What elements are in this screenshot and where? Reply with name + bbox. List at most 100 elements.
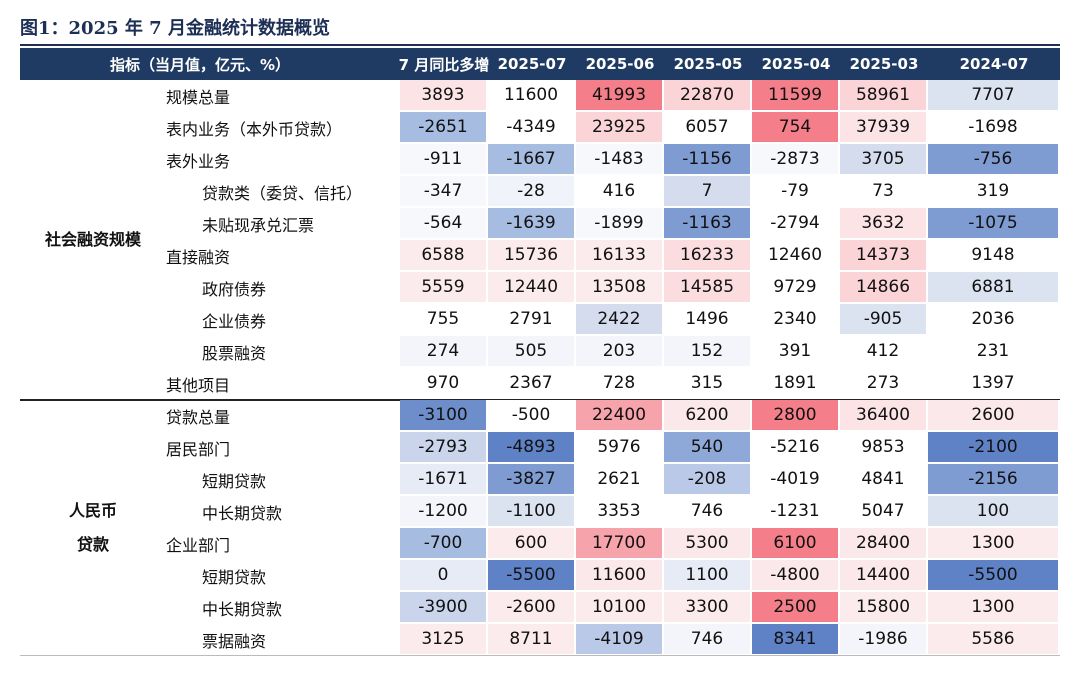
figure-title: 图1：2025 年 7 月金融统计数据概览 bbox=[20, 18, 330, 39]
row-label: 居民部门 bbox=[166, 440, 231, 459]
table-cell: 58961 bbox=[840, 80, 928, 112]
table-row: 规模总量 3893 11600 41993 22870 11599 58961 7707 bbox=[20, 80, 1060, 112]
table-cell: -347 bbox=[400, 176, 488, 208]
table-cell: 5976 bbox=[576, 432, 664, 464]
table-cell: 22400 bbox=[576, 400, 664, 432]
header-col-1: 7 月同比多增 bbox=[398, 55, 490, 74]
group-label-line: 社会融资规模 bbox=[44, 230, 141, 249]
table-cell: 3893 bbox=[400, 80, 488, 112]
table-cell: 10100 bbox=[576, 592, 664, 624]
header-col-7: 2024-07 bbox=[959, 55, 1029, 73]
table-cell: 2800 bbox=[752, 400, 840, 432]
table-cell: 203 bbox=[576, 336, 664, 368]
table-row: 其他项目 970 2367 728 315 1891 273 1397 bbox=[20, 368, 1060, 400]
table-row: 股票融资 274 505 203 152 391 412 231 bbox=[20, 336, 1060, 368]
table-cell: 12440 bbox=[488, 272, 576, 304]
table-cell: 540 bbox=[664, 432, 752, 464]
table-cell: 15800 bbox=[840, 592, 928, 624]
row-label: 表内业务（本外币贷款） bbox=[166, 120, 343, 139]
table-cell: 6100 bbox=[752, 528, 840, 560]
table-cell: 3705 bbox=[840, 144, 928, 176]
row-label: 未贴现承兑汇票 bbox=[202, 216, 315, 235]
table-cell: -5216 bbox=[752, 432, 840, 464]
table-cell: 11599 bbox=[752, 80, 840, 112]
header-col-2: 2025-07 bbox=[497, 55, 567, 73]
header-col-6: 2025-03 bbox=[849, 55, 919, 73]
table-cell: 754 bbox=[752, 112, 840, 144]
table-bottom-rule bbox=[20, 655, 1060, 656]
table-row: 表外业务 -911 -1667 -1483 -1156 -2873 3705 -756 bbox=[20, 144, 1060, 176]
table-cell: 8711 bbox=[488, 624, 576, 656]
table-cell: 9853 bbox=[840, 432, 928, 464]
table-cell: 14585 bbox=[664, 272, 752, 304]
table-cell: 3125 bbox=[400, 624, 488, 656]
table-cell: -2156 bbox=[928, 464, 1060, 496]
row-label: 股票融资 bbox=[202, 344, 267, 363]
table-cell: 6057 bbox=[664, 112, 752, 144]
table-cell: -4019 bbox=[752, 464, 840, 496]
table-cell: 416 bbox=[576, 176, 664, 208]
table-cell: 13508 bbox=[576, 272, 664, 304]
row-label: 企业部门 bbox=[166, 536, 231, 555]
table-row: 中长期贷款 -1200 -1100 3353 746 -1231 5047 100 bbox=[20, 496, 1060, 528]
table-cell: 273 bbox=[840, 368, 928, 400]
table-cell: 5300 bbox=[664, 528, 752, 560]
row-label: 中长期贷款 bbox=[202, 504, 283, 523]
table-row: 票据融资 3125 8711 -4109 746 8341 -1986 5586 bbox=[20, 624, 1060, 656]
row-label: 票据融资 bbox=[202, 632, 267, 651]
table-row: 贷款类（委贷、信托） -347 -28 416 7 -79 73 319 bbox=[20, 176, 1060, 208]
table-cell: -2100 bbox=[928, 432, 1060, 464]
row-label: 表外业务 bbox=[166, 152, 231, 171]
table-cell: 73 bbox=[840, 176, 928, 208]
table-cell: 391 bbox=[752, 336, 840, 368]
table-cell: -4349 bbox=[488, 112, 576, 144]
table-cell: 319 bbox=[928, 176, 1060, 208]
table-cell: -4109 bbox=[576, 624, 664, 656]
table-cell: 1496 bbox=[664, 304, 752, 336]
table-cell: -28 bbox=[488, 176, 576, 208]
table-cell: 4841 bbox=[840, 464, 928, 496]
group-label-line: 人民币 bbox=[68, 501, 117, 520]
table-row: 表内业务（本外币贷款） -2651 -4349 23925 6057 754 37939 -1… bbox=[20, 112, 1060, 144]
table-cell: 6881 bbox=[928, 272, 1060, 304]
group-label: 人民币 贷款 bbox=[20, 400, 166, 656]
table-cell: -1156 bbox=[664, 144, 752, 176]
table-cell: 2367 bbox=[488, 368, 576, 400]
table-row: 贷款总量 -3100 -500 22400 6200 2800 36400 2600 bbox=[20, 400, 1060, 432]
table-cell: -911 bbox=[400, 144, 488, 176]
table-cell: -1639 bbox=[488, 208, 576, 240]
table-cell: 16133 bbox=[576, 240, 664, 272]
table-cell: -1483 bbox=[576, 144, 664, 176]
table-cell: -3100 bbox=[400, 400, 488, 432]
table-cell: -1899 bbox=[576, 208, 664, 240]
title-rule bbox=[20, 44, 1060, 46]
table-row: 直接融资 6588 15736 16133 16233 12460 14373 9148 bbox=[20, 240, 1060, 272]
table-cell: -5500 bbox=[928, 560, 1060, 592]
table-cell: 2036 bbox=[928, 304, 1060, 336]
table-cell: 2340 bbox=[752, 304, 840, 336]
table-cell: 15736 bbox=[488, 240, 576, 272]
table-row: 未贴现承兑汇票 -564 -1639 -1899 -1163 -2794 3632 -1075 bbox=[20, 208, 1060, 240]
table-cell: 746 bbox=[664, 624, 752, 656]
table-cell: 315 bbox=[664, 368, 752, 400]
table-cell: -1698 bbox=[928, 112, 1060, 144]
table-cell: 1300 bbox=[928, 592, 1060, 624]
table-cell: 22870 bbox=[664, 80, 752, 112]
table-cell: -2793 bbox=[400, 432, 488, 464]
table-cell: -3900 bbox=[400, 592, 488, 624]
table-row: 企业债券 755 2791 2422 1496 2340 -905 2036 bbox=[20, 304, 1060, 336]
table-cell: -208 bbox=[664, 464, 752, 496]
table-cell: -3827 bbox=[488, 464, 576, 496]
table-cell: 12460 bbox=[752, 240, 840, 272]
table-cell: 1397 bbox=[928, 368, 1060, 400]
table-cell: 6588 bbox=[400, 240, 488, 272]
table-cell: 0 bbox=[400, 560, 488, 592]
table-cell: 2600 bbox=[928, 400, 1060, 432]
table-cell: 17700 bbox=[576, 528, 664, 560]
table-cell: 14866 bbox=[840, 272, 928, 304]
table-cell: 5586 bbox=[928, 624, 1060, 656]
table-cell: 2621 bbox=[576, 464, 664, 496]
table-cell: 16233 bbox=[664, 240, 752, 272]
table-cell: 2500 bbox=[752, 592, 840, 624]
table-cell: -4893 bbox=[488, 432, 576, 464]
